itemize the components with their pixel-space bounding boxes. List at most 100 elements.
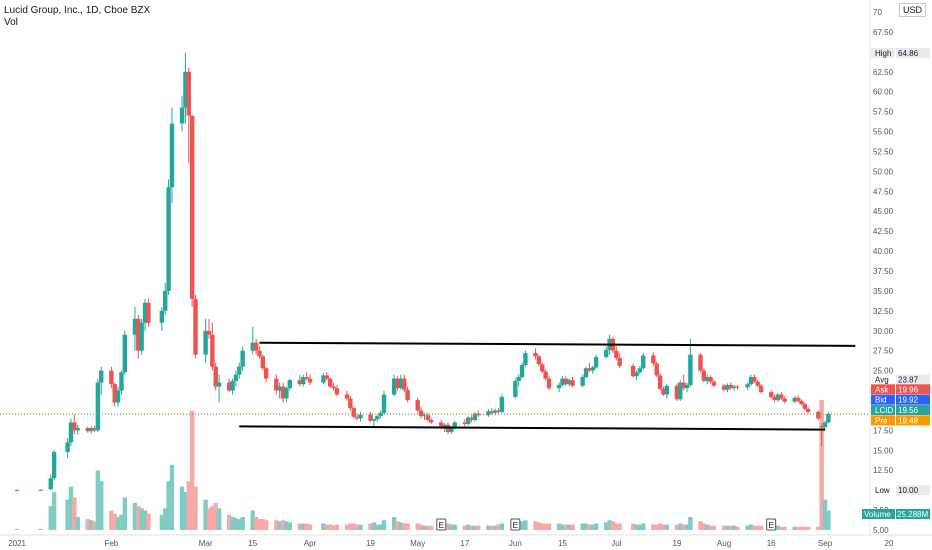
candle-body <box>472 413 478 421</box>
volume-bar <box>402 523 407 530</box>
candle-body <box>708 376 713 382</box>
volume-bar <box>641 523 646 530</box>
candle-body <box>159 310 165 323</box>
volume-bar <box>95 470 101 530</box>
candle-body <box>772 396 777 401</box>
candle-body <box>806 408 811 413</box>
x-tick-label: 16 <box>767 539 776 548</box>
volume-bar <box>806 526 811 530</box>
x-tick-label: May <box>410 539 425 548</box>
candle-body <box>674 385 680 400</box>
y-tick-label: 52.50 <box>873 147 894 156</box>
pre-tag-value: 19.48 <box>898 416 919 425</box>
candle-body <box>593 357 599 368</box>
candle-body <box>85 427 90 432</box>
candle-body <box>604 349 609 358</box>
y-tick-label: 67.50 <box>873 28 894 37</box>
candle-body <box>428 420 434 423</box>
volume-bar <box>368 523 373 530</box>
candle-body <box>72 422 77 431</box>
earnings-marker-label: E <box>769 521 774 530</box>
volume-indicator-label[interactable]: Vol <box>4 17 18 28</box>
symbol-title[interactable]: Lucid Group, Inc., 1D, Cboe BZX <box>4 5 151 16</box>
volume-bar <box>88 520 94 530</box>
x-tick-label: 19 <box>672 539 681 548</box>
volume-bar <box>664 524 670 530</box>
candle-body <box>186 71 191 116</box>
volume-tag-label: Volume <box>864 510 891 519</box>
candle-body <box>566 380 572 385</box>
candle-body <box>112 384 117 403</box>
volume-bar <box>745 525 750 530</box>
candle-body <box>14 490 20 492</box>
candle-body <box>496 410 501 413</box>
volume-bar <box>189 410 195 530</box>
y-tick-label: 57.50 <box>873 108 894 117</box>
volume-bar <box>163 508 168 530</box>
candle-body <box>206 330 212 335</box>
candle-body <box>68 422 74 443</box>
volume-bar <box>536 522 542 530</box>
high-tag-label-bg <box>871 47 895 58</box>
x-tick-label: 20 <box>885 539 894 548</box>
candle-body <box>583 368 589 377</box>
candle-body <box>132 318 138 335</box>
currency-badge[interactable]: USD <box>898 3 926 17</box>
ask-tag-label: Ask <box>875 385 889 394</box>
volume-bar <box>543 523 548 530</box>
candle-body <box>489 411 494 413</box>
candle-body <box>297 380 303 385</box>
volume-bar <box>711 525 717 530</box>
candle-body <box>237 366 242 375</box>
candle-body <box>280 386 286 399</box>
y-tick-label: 40.00 <box>873 247 894 256</box>
candle-body <box>758 385 764 393</box>
earnings-marker-box <box>766 518 777 531</box>
candle-body <box>516 376 521 381</box>
candle-body <box>802 404 808 409</box>
candle-body <box>556 384 562 389</box>
y-tick-label: 15.00 <box>873 446 894 455</box>
candle-body <box>735 386 740 388</box>
volume-bar <box>351 523 356 530</box>
volume-bar <box>297 523 303 530</box>
candle-body <box>705 376 710 381</box>
volume-bar <box>371 522 377 530</box>
candle-body <box>533 353 538 357</box>
x-tick-label: Jul <box>611 539 621 548</box>
candle-body <box>324 375 330 379</box>
candle-body <box>136 318 141 351</box>
candle-body <box>816 412 821 419</box>
candle-body <box>795 397 801 401</box>
pre-tag-label: Pre <box>875 416 888 425</box>
volume-bar <box>566 524 572 530</box>
volume-bar <box>230 517 235 530</box>
volume-bar <box>159 514 165 530</box>
volume-bar <box>358 524 363 530</box>
candle-body <box>681 382 686 389</box>
candle-body <box>721 385 727 390</box>
candle-body <box>543 371 548 379</box>
volume-bar <box>610 521 616 530</box>
volume-bar <box>428 525 434 530</box>
candle-body <box>92 427 97 431</box>
candle-body <box>354 416 360 419</box>
candle-body <box>654 363 659 376</box>
y-tick-label: 17.50 <box>873 426 894 435</box>
candle-body <box>711 381 717 386</box>
candle-body <box>826 413 831 423</box>
trendline-support <box>239 425 826 431</box>
candle-body <box>38 489 43 491</box>
pre-tag-label-bg <box>871 415 895 426</box>
candle-body <box>637 368 643 373</box>
volume-bar <box>307 524 313 530</box>
candle-body <box>641 355 646 369</box>
volume-bar <box>280 520 286 530</box>
last-tag-label-bg <box>871 405 895 416</box>
volume-bar <box>802 526 808 530</box>
volume-bar <box>587 524 592 530</box>
candle-body <box>88 427 94 432</box>
candle-body <box>65 442 70 452</box>
